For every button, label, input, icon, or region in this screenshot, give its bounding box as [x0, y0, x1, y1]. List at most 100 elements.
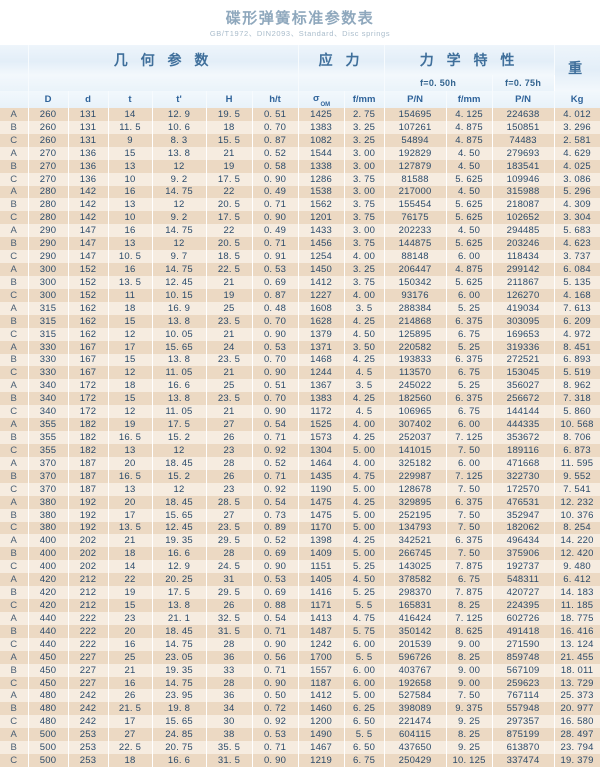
cell-inner-diameter: 192	[68, 521, 109, 535]
table-row: A 500 253 27 24. 85 38 0. 53 1490 5. 5 604115 8. 2…	[0, 728, 600, 742]
cell-deflection-50h: 4. 00	[344, 288, 385, 302]
cell-inner-diameter: 222	[68, 611, 109, 625]
cell-deflection-50h: 5. 25	[344, 560, 385, 574]
cell-stress-om: 1433	[297, 224, 345, 238]
cell-reduced-thickness: 16. 6	[152, 547, 207, 561]
cell-deflection-50h: 3. 00	[344, 159, 385, 173]
cell-outer-diameter: 400	[28, 534, 69, 548]
cell-h-over-t: 0. 71	[252, 469, 299, 483]
cell-h-over-t: 0. 50	[252, 689, 299, 703]
cell-outer-diameter: 260	[28, 108, 69, 121]
cell-thickness: 17	[108, 340, 153, 354]
cell-weight: 3. 304	[554, 211, 600, 225]
table-row: C 290 147 10. 5 9. 7 18. 5 0. 91 1254 4. 00 88148…	[0, 250, 600, 264]
table-row: A 330 167 17 15. 65 24 0. 53 1371 3. 50 220582 5. …	[0, 340, 600, 354]
cell-thickness: 20	[108, 495, 153, 509]
cell-force-50h: 329895	[383, 495, 447, 509]
cell-overall-height: 27	[206, 508, 253, 522]
cell-overall-height: 21	[206, 366, 253, 380]
cell-force-50h: 106965	[383, 405, 447, 419]
cell-h-over-t: 0. 52	[252, 534, 299, 548]
cell-overall-height: 19	[206, 288, 253, 302]
cell-deflection-75h: 5. 625	[446, 237, 493, 251]
cell-inner-diameter: 167	[68, 366, 109, 380]
cell-outer-diameter: 450	[28, 663, 69, 677]
cell-type: B	[0, 120, 29, 134]
cell-reduced-thickness: 16. 9	[152, 301, 207, 315]
cell-inner-diameter: 142	[68, 211, 109, 225]
cell-deflection-50h: 4. 25	[344, 314, 385, 328]
cell-type: A	[0, 689, 29, 703]
cell-force-50h: 220582	[383, 340, 447, 354]
cell-inner-diameter: 182	[68, 443, 109, 457]
cell-deflection-75h: 9. 00	[446, 676, 493, 690]
cell-type: A	[0, 495, 29, 509]
cell-reduced-thickness: 12	[152, 198, 207, 212]
cell-force-75h: 224638	[492, 108, 555, 121]
cell-type: C	[0, 482, 29, 496]
cell-h-over-t: 0. 90	[252, 560, 299, 574]
cell-overall-height: 34	[206, 702, 253, 716]
cell-reduced-thickness: 13. 8	[152, 353, 207, 367]
cell-weight: 12. 420	[554, 547, 600, 561]
cell-thickness: 17	[108, 715, 153, 729]
cell-thickness: 13. 5	[108, 521, 153, 535]
cell-overall-height: 15. 5	[206, 133, 253, 147]
cell-inner-diameter: 152	[68, 275, 109, 289]
cell-h-over-t: 0. 70	[252, 314, 299, 328]
cell-stress-om: 1416	[297, 586, 345, 600]
cell-deflection-75h: 4. 50	[446, 159, 493, 173]
cell-stress-om: 1525	[297, 418, 345, 432]
cell-weight: 10. 568	[554, 418, 600, 432]
cell-stress-om: 1338	[297, 159, 345, 173]
cell-overall-height: 19	[206, 159, 253, 173]
cell-reduced-thickness: 12. 9	[152, 560, 207, 574]
cell-h-over-t: 0. 58	[252, 159, 299, 173]
cell-deflection-50h: 6. 75	[344, 754, 385, 767]
cell-overall-height: 38	[206, 728, 253, 742]
cell-inner-diameter: 212	[68, 573, 109, 587]
header-columns: D d t t' H h/t σOM f/mm P/N f/mm P/N Kg	[0, 91, 600, 108]
cell-inner-diameter: 242	[68, 689, 109, 703]
cell-inner-diameter: 212	[68, 599, 109, 612]
cell-deflection-50h: 6. 00	[344, 663, 385, 677]
cell-outer-diameter: 355	[28, 443, 69, 457]
cell-stress-om: 1219	[297, 754, 345, 767]
cell-deflection-75h: 7. 50	[446, 443, 493, 457]
table-row: B 270 136 13 12 19 0. 58 1338 3. 00 127879 4. 50 18…	[0, 159, 600, 173]
cell-overall-height: 23	[206, 443, 253, 457]
cell-inner-diameter: 253	[68, 754, 109, 767]
cell-weight: 6. 412	[554, 573, 600, 587]
cell-stress-om: 1151	[297, 560, 345, 574]
cell-reduced-thickness: 8. 3	[152, 133, 207, 147]
cell-thickness: 12	[108, 405, 153, 419]
cell-force-75h: 279693	[492, 146, 555, 160]
cell-inner-diameter: 242	[68, 702, 109, 716]
cell-force-50h: 81588	[383, 172, 447, 186]
cell-force-75h: 294485	[492, 224, 555, 238]
cell-type: B	[0, 314, 29, 328]
cell-force-50h: 125895	[383, 327, 447, 341]
table-row: B 370 187 16. 5 15. 2 26 0. 71 1435 4. 75 229987 7…	[0, 469, 600, 483]
cell-deflection-50h: 4. 00	[344, 418, 385, 432]
cell-thickness: 27	[108, 728, 153, 742]
table-row: C 450 227 16 14. 75 28 0. 90 1187 6. 00 192658 9. …	[0, 676, 600, 690]
cell-overall-height: 25	[206, 301, 253, 315]
cell-reduced-thickness: 18. 45	[152, 456, 207, 470]
cell-outer-diameter: 355	[28, 418, 69, 432]
cell-inner-diameter: 172	[68, 392, 109, 406]
header-spacer-type	[0, 75, 29, 91]
cell-reduced-thickness: 18. 45	[152, 624, 207, 638]
cell-type: A	[0, 573, 29, 587]
cell-deflection-75h: 6. 375	[446, 314, 493, 328]
cell-weight: 7. 541	[554, 482, 600, 496]
cell-reduced-thickness: 15. 2	[152, 431, 207, 444]
cell-weight: 4. 025	[554, 159, 600, 173]
cell-type: A	[0, 108, 29, 121]
cell-deflection-50h: 4. 5	[344, 405, 385, 419]
cell-outer-diameter: 330	[28, 353, 69, 367]
cell-reduced-thickness: 13. 8	[152, 146, 207, 160]
cell-deflection-50h: 3. 75	[344, 237, 385, 251]
cell-reduced-thickness: 19. 35	[152, 534, 207, 548]
cell-force-75h: 74483	[492, 133, 555, 147]
